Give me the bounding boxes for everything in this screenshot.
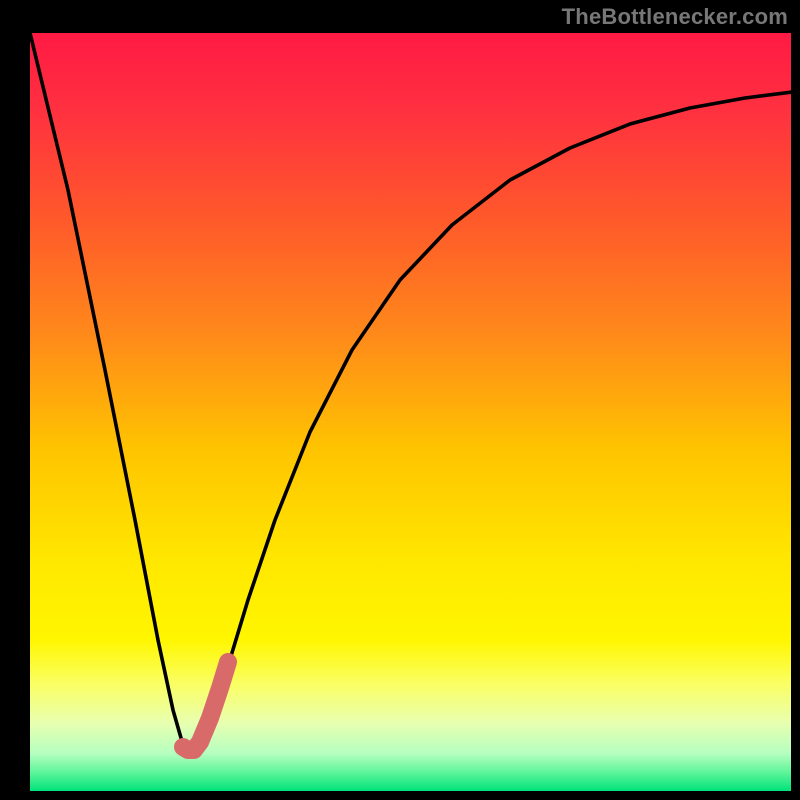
lines-layer — [30, 33, 791, 791]
chart-root: TheBottlenecker.com — [0, 0, 800, 800]
highlight-segment — [183, 662, 228, 750]
plot-area — [30, 33, 791, 791]
bottleneck-curve — [30, 33, 791, 751]
watermark-label: TheBottlenecker.com — [562, 4, 788, 30]
